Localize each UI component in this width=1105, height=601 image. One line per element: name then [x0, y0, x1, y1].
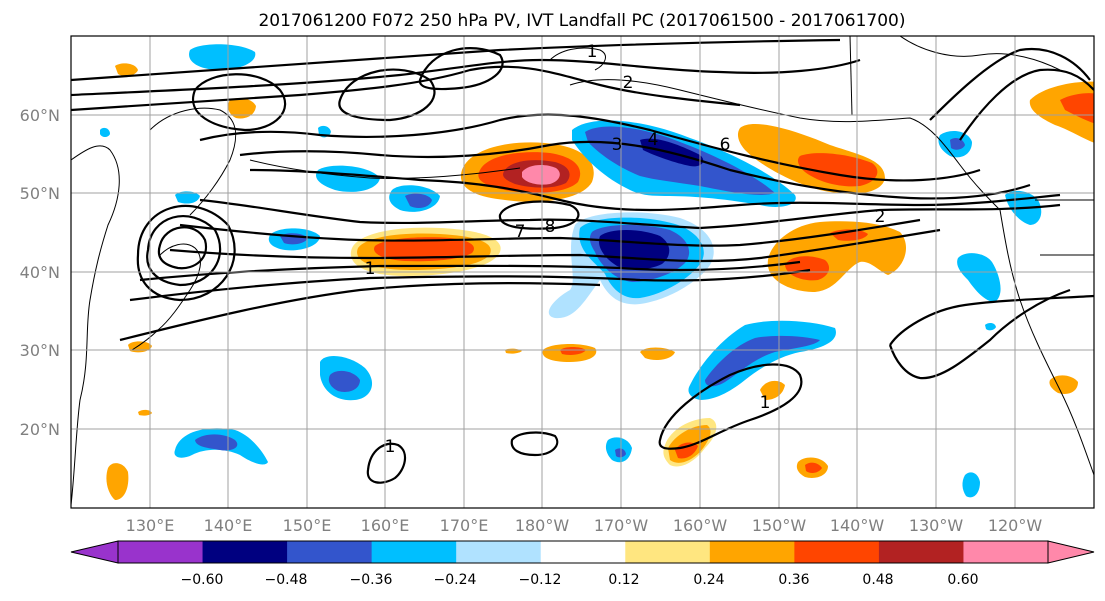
lon-label: 170°E — [440, 516, 489, 535]
lon-label: 140°W — [830, 516, 885, 535]
colorbar-tick-label: 0.60 — [947, 572, 978, 588]
contour-label: 3 — [612, 135, 623, 155]
colorbar-tick-label: 0.12 — [608, 572, 639, 588]
colorbar-labels: −0.60 −0.48 −0.36 −0.24 −0.12 0.12 0.24 … — [181, 572, 979, 588]
lat-label: 20°N — [20, 420, 60, 439]
alaska-coast — [569, 79, 1001, 211]
contour-label: 1 — [760, 393, 771, 413]
map-frame — [70, 35, 1095, 509]
colorbar — [70, 540, 1095, 564]
map-title: 2017061200 F072 250 hPa PV, IVT Landfall… — [258, 11, 905, 31]
japan-coast — [131, 243, 201, 351]
colorbar-tick-label: 0.48 — [862, 572, 893, 588]
kamchatka-coast — [149, 107, 237, 216]
colorbar-tick-label: −0.60 — [181, 572, 224, 588]
contour-label: 2 — [875, 207, 886, 227]
lon-label: 160°E — [361, 516, 410, 535]
colorbar-swatch — [202, 541, 288, 563]
colorbar-swatch — [794, 541, 880, 563]
longitude-labels: 130°E 140°E 150°E 160°E 170°E 180°W 170°… — [126, 516, 1043, 535]
contour-label: 7 — [515, 222, 526, 242]
lat-label: 40°N — [20, 263, 60, 282]
colorbar-swatch — [878, 541, 964, 563]
asia-coast — [71, 145, 120, 506]
arctic-coast — [899, 36, 1061, 71]
bering-coast — [549, 47, 606, 71]
lon-label: 160°W — [673, 516, 728, 535]
colorbar-tick-label: 0.36 — [778, 572, 809, 588]
lat-label: 30°N — [20, 341, 60, 360]
colorbar-tick-label: −0.12 — [519, 572, 562, 588]
colorbar-swatch — [118, 541, 204, 563]
contour-label: 1 — [385, 437, 396, 457]
contour-1-south-west — [366, 442, 407, 484]
contour-1-east — [889, 294, 1094, 346]
gridlines — [71, 36, 1094, 508]
colorbar-swatch — [540, 541, 626, 563]
colorbar-tick-label: 0.24 — [693, 572, 724, 588]
colorbar-tick-label: −0.24 — [434, 572, 477, 588]
colorbar-extend-min — [70, 540, 119, 564]
lat-label: 50°N — [20, 184, 60, 203]
colorbar-swatch — [709, 541, 795, 563]
colorbar-swatch — [456, 541, 542, 563]
peak-anomaly-pink — [522, 164, 560, 185]
colorbar-swatch — [625, 541, 711, 563]
pv-8-loop — [498, 200, 580, 230]
colorbar-extend-max — [1047, 540, 1095, 564]
lon-label: 150°W — [752, 516, 807, 535]
lon-label: 130°E — [126, 516, 175, 535]
canada-border — [849, 36, 853, 116]
colorbar-tick-label: −0.36 — [350, 572, 393, 588]
lon-label: 130°W — [909, 516, 964, 535]
lon-label: 170°W — [594, 516, 649, 535]
colorbar-tick-label: −0.48 — [265, 572, 308, 588]
contour-label: 1 — [587, 42, 598, 62]
contour-label: 2 — [623, 73, 634, 93]
contour-label: 4 — [648, 130, 659, 150]
colorbar-swatch — [287, 541, 373, 563]
contour-label: 6 — [720, 135, 731, 155]
colorbar-border — [117, 540, 1049, 564]
cyclone-loop-japan — [157, 226, 208, 270]
latitude-labels: 60°N 50°N 40°N 30°N 20°N — [20, 106, 60, 439]
lon-label: 180°W — [515, 516, 570, 535]
contour-label: 8 — [545, 217, 556, 237]
coastlines — [71, 36, 1094, 506]
north-america-coast — [999, 209, 1094, 476]
lat-label: 60°N — [20, 106, 60, 125]
colorbar-swatch — [963, 541, 1049, 563]
lon-label: 120°W — [988, 516, 1043, 535]
contour-1-subtropical — [658, 363, 803, 450]
negative-patch-nw — [189, 44, 256, 70]
pv-contours — [71, 38, 1094, 484]
lon-label: 150°E — [283, 516, 332, 535]
contour-label: 1 — [365, 259, 376, 279]
colorbar-swatch — [371, 541, 457, 563]
aleutian-islands — [249, 159, 521, 179]
contour-labels: 1 2 3 4 6 8 7 1 2 1 1 — [365, 42, 886, 457]
lon-label: 140°E — [204, 516, 253, 535]
